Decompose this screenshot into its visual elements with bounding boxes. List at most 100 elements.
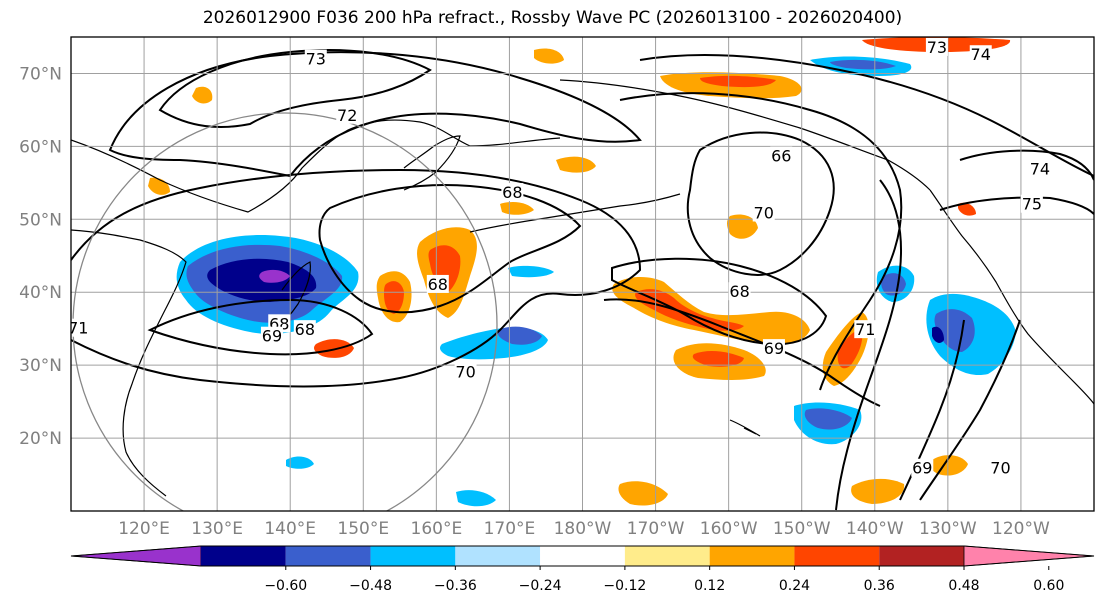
anomaly-positive-155e-core bbox=[384, 281, 404, 314]
coastline-north-america bbox=[929, 189, 1094, 405]
colorbar-extend-max bbox=[963, 545, 1095, 567]
map-frame bbox=[70, 36, 1095, 512]
colorbar-tick-label: 0.12 bbox=[694, 578, 725, 594]
contour-74-east bbox=[639, 54, 1094, 177]
lon-tick-label: 180°W bbox=[554, 519, 612, 539]
anomaly-positive-small-11 bbox=[958, 202, 976, 216]
colorbar-tick-label: 0.48 bbox=[948, 578, 979, 594]
anomaly-positive-170w-core bbox=[635, 289, 744, 331]
anomaly-shading bbox=[148, 37, 1016, 507]
coastline-alaska bbox=[559, 79, 931, 191]
colorbar-extend-min bbox=[70, 545, 202, 567]
colorbar-tick-label: −0.48 bbox=[349, 578, 392, 594]
lon-tick-label: 120°W bbox=[992, 519, 1050, 539]
contour-label-bg bbox=[911, 458, 934, 477]
colorbar: −0.60 −0.48 −0.36 −0.24 −0.12 0.12 0.24 0.36 0.4… bbox=[70, 545, 1095, 594]
anomaly-positive-small-10 bbox=[534, 48, 564, 64]
anomaly-negative-hawaii-core bbox=[804, 408, 852, 430]
contour-label: 73 bbox=[927, 38, 947, 57]
anomaly-positive-small-8 bbox=[500, 202, 534, 215]
lon-tick-label: 150°E bbox=[337, 519, 389, 539]
lat-tick-label: 70°N bbox=[19, 64, 62, 84]
contour-71-east bbox=[835, 179, 902, 511]
anomaly-positive-small-7 bbox=[192, 86, 213, 104]
lon-tick-label: 160°W bbox=[700, 519, 758, 539]
contour-label-bg bbox=[336, 105, 359, 124]
colorbar-segment bbox=[540, 546, 625, 566]
contour-label-bg bbox=[260, 326, 283, 345]
colorbar-tick-label: 0.24 bbox=[779, 578, 810, 594]
coastline-hawaii bbox=[729, 419, 761, 437]
contour-label-bg bbox=[752, 203, 775, 222]
contour-label: 71 bbox=[855, 320, 875, 339]
colorbar-segment bbox=[879, 546, 964, 566]
contour-label-bg bbox=[293, 320, 316, 339]
contour-label: 74 bbox=[1030, 160, 1050, 179]
contour-70-west bbox=[71, 168, 642, 388]
lat-tick-label: 40°N bbox=[19, 283, 62, 303]
colorbar-segment bbox=[709, 546, 795, 566]
anomaly-positive-small-2 bbox=[556, 156, 596, 173]
anomaly-negative-japan-core bbox=[207, 258, 317, 302]
contour-label-bg bbox=[1020, 194, 1043, 213]
lon-tick-label: 130°E bbox=[191, 519, 243, 539]
contour-label-bg bbox=[1028, 159, 1051, 178]
lat-tick-label: 50°N bbox=[19, 210, 62, 230]
contour-label-bg bbox=[501, 183, 524, 202]
anomaly-negative-arctic-140w-core bbox=[830, 59, 896, 70]
contour-69-west bbox=[147, 298, 374, 356]
lon-tick-label: 170°E bbox=[484, 519, 536, 539]
contour-label: 68 bbox=[295, 320, 315, 339]
colorbar-segment bbox=[370, 546, 456, 566]
anomaly-negative-west-coast-peak bbox=[932, 326, 944, 343]
lon-tick-label: 170°W bbox=[627, 519, 685, 539]
colorbar-tick-label: −0.36 bbox=[434, 578, 477, 594]
contour-label: 73 bbox=[306, 50, 326, 69]
map-title: 2026012900 F036 200 hPa refract., Rossby… bbox=[202, 8, 903, 28]
longitude-labels: 120°E 130°E 140°E 150°E 160°E 170°E 180°W 170°W… bbox=[118, 519, 1050, 539]
contour-label: 71 bbox=[68, 319, 88, 338]
contour-label: 66 bbox=[771, 147, 791, 166]
contour-label: 69 bbox=[912, 459, 932, 478]
anomaly-negative-small-3 bbox=[508, 265, 554, 278]
contour-label: 70 bbox=[754, 203, 774, 222]
contour-75-far-east bbox=[939, 196, 1094, 215]
map-grid bbox=[71, 37, 1094, 511]
anomaly-negative-japan-peak bbox=[259, 269, 290, 283]
contour-label-bg bbox=[762, 339, 785, 358]
contour-label-bg bbox=[454, 362, 477, 381]
contour-69-east bbox=[603, 298, 881, 407]
contour-label-bg bbox=[969, 45, 992, 64]
colorbar-segment bbox=[201, 546, 286, 566]
colorbar-tick-label: 0.60 bbox=[1033, 578, 1064, 594]
contour-label: 68 bbox=[428, 275, 448, 294]
contour-label-bg bbox=[71, 318, 90, 337]
lon-tick-label: 140°W bbox=[846, 519, 904, 539]
contour-label-bg bbox=[304, 49, 327, 68]
anomaly-positive-140w-core bbox=[837, 329, 863, 369]
anomaly-positive-160w-south-core bbox=[692, 351, 744, 367]
anomaly-negative-west-coast-core bbox=[934, 309, 975, 352]
colorbar-tick-label: 0.36 bbox=[864, 578, 895, 594]
latitude-labels: 20°N 30°N 40°N 50°N 60°N 70°N bbox=[19, 64, 62, 449]
contour-label: 70 bbox=[990, 459, 1010, 478]
colorbar-tick-label: −0.60 bbox=[264, 578, 307, 594]
contour-label: 69 bbox=[262, 327, 282, 346]
anomaly-positive-small-3 bbox=[727, 214, 758, 239]
colorbar-tick-label: −0.24 bbox=[519, 578, 562, 594]
contour-68-west bbox=[318, 183, 582, 314]
colorbar-segment bbox=[794, 546, 880, 566]
contour-74-far-east bbox=[959, 149, 1094, 181]
lon-tick-label: 160°E bbox=[411, 519, 463, 539]
contour-72 bbox=[108, 51, 642, 178]
anomaly-negative-165e-core bbox=[497, 326, 542, 345]
colorbar-segment bbox=[455, 546, 541, 566]
lon-tick-label: 130°W bbox=[919, 519, 977, 539]
anomaly-positive-arctic-160w-core bbox=[700, 75, 776, 88]
contour-label: 74 bbox=[971, 45, 991, 64]
contour-label-bg bbox=[728, 282, 751, 301]
contour-label-bg bbox=[426, 274, 449, 293]
